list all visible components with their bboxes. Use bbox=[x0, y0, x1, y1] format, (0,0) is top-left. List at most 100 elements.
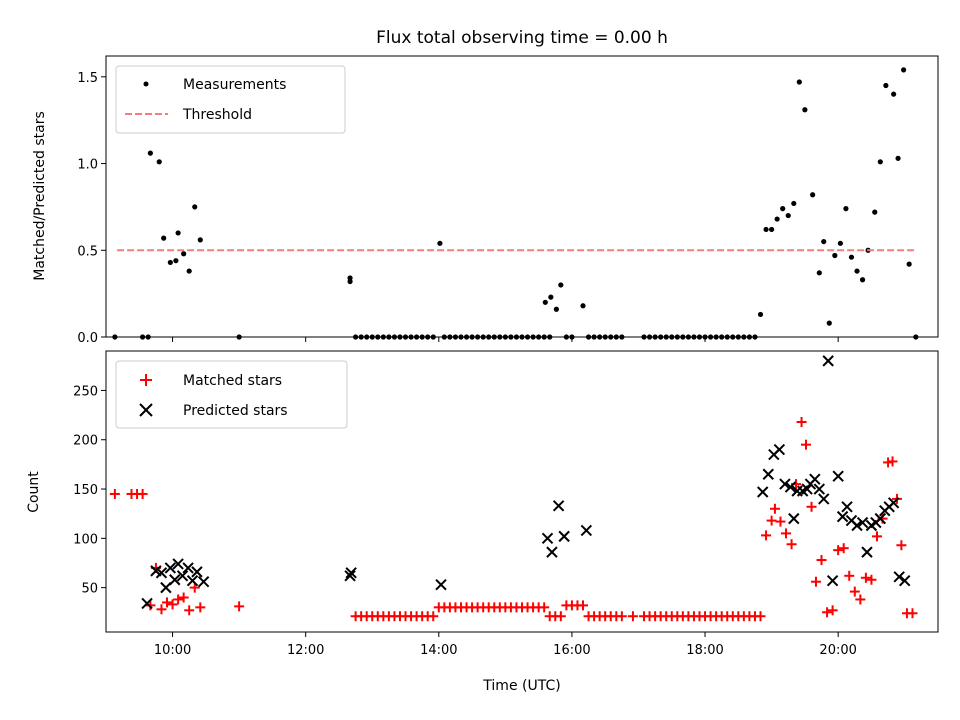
matched-stars-point bbox=[838, 543, 849, 554]
bottom-legend-box bbox=[115, 360, 348, 429]
top-y-ticks: 0.0 0.5 1.0 1.5 bbox=[77, 71, 106, 346]
measurement-point bbox=[156, 159, 162, 165]
measurement-point bbox=[769, 226, 775, 233]
measurement-point bbox=[906, 261, 912, 267]
top-legend-box bbox=[115, 65, 346, 134]
x-tick-label: 18:00 bbox=[686, 643, 723, 658]
x-tick-label: 12:00 bbox=[287, 643, 324, 658]
predicted-stars-point bbox=[757, 486, 769, 498]
predicted-stars-point bbox=[160, 581, 172, 594]
measurement-point bbox=[837, 240, 843, 246]
matched-stars-point bbox=[849, 586, 860, 597]
legend-matched-label: Matched stars bbox=[183, 373, 282, 389]
matched-stars-point bbox=[887, 456, 898, 467]
matched-stars-point bbox=[806, 501, 817, 512]
measurement-point bbox=[757, 311, 764, 318]
matched-stars-point bbox=[167, 599, 178, 610]
measurement-point bbox=[883, 82, 889, 89]
measurement-point bbox=[796, 79, 802, 85]
measurement-point bbox=[763, 226, 769, 233]
measurement-point bbox=[347, 275, 353, 281]
legend-predicted-marker bbox=[139, 403, 153, 417]
matched-stars-point bbox=[162, 597, 173, 608]
measurement-point bbox=[821, 238, 827, 245]
y-tick-label: 200 bbox=[73, 434, 98, 449]
matched-stars-point bbox=[234, 601, 245, 612]
matched-stars-point bbox=[539, 602, 550, 613]
predicted-stars-point bbox=[541, 532, 554, 545]
predicted-stars-point bbox=[832, 470, 844, 482]
legend-threshold-label: Threshold bbox=[182, 107, 252, 123]
matched-stars-point bbox=[855, 594, 866, 605]
measurement-point bbox=[774, 216, 780, 222]
measurement-point bbox=[780, 206, 786, 212]
top-x-ticks bbox=[172, 337, 839, 342]
matched-stars-point bbox=[800, 439, 811, 450]
bottom-axes-frame bbox=[105, 350, 939, 633]
bottom-panel: 50 100 150 200 250 10:00 12:00 14:00 16:00 18:00… bbox=[26, 350, 939, 694]
y-tick-label: 0.5 bbox=[77, 244, 98, 259]
matched-stars-point bbox=[786, 539, 797, 550]
predicted-stars-point bbox=[141, 597, 153, 610]
predicted-stars-point bbox=[169, 574, 181, 586]
bottom-marks bbox=[109, 355, 918, 622]
measurement-point bbox=[186, 268, 192, 274]
measurement-point bbox=[832, 252, 838, 259]
matched-stars-point bbox=[109, 488, 120, 499]
predicted-stars-point bbox=[197, 576, 210, 588]
x-tick-label: 14:00 bbox=[420, 643, 457, 658]
measurement-point bbox=[161, 235, 167, 241]
y-tick-label: 100 bbox=[73, 532, 98, 547]
measurement-point bbox=[826, 320, 832, 326]
predicted-stars-point bbox=[773, 443, 786, 456]
measurement-point bbox=[854, 268, 860, 274]
y-tick-label: 1.5 bbox=[77, 71, 98, 86]
matched-stars-point bbox=[156, 604, 167, 615]
legend-measurements-label: Measurements bbox=[183, 77, 286, 93]
bottom-x-axis-label: Time (UTC) bbox=[482, 678, 560, 694]
measurement-point bbox=[895, 155, 901, 161]
matched-stars-point bbox=[833, 545, 844, 556]
measurement-point bbox=[843, 206, 849, 212]
y-tick-label: 250 bbox=[73, 384, 98, 399]
predicted-stars-point bbox=[164, 562, 177, 574]
predicted-stars-point bbox=[813, 483, 826, 495]
measurement-point bbox=[891, 91, 897, 97]
predicted-stars-point bbox=[552, 500, 565, 512]
predicted-stars-point bbox=[809, 473, 821, 485]
predicted-stars-point bbox=[345, 567, 357, 579]
matched-stars-point bbox=[866, 574, 877, 585]
measurement-point bbox=[791, 200, 797, 207]
predicted-stars-point bbox=[762, 468, 774, 480]
predicted-stars-point bbox=[874, 512, 887, 525]
bottom-y-axis-label: Count bbox=[26, 471, 42, 513]
bottom-legend: Matched stars Predicted stars bbox=[115, 360, 348, 429]
predicted-stars-point bbox=[818, 493, 830, 505]
predicted-stars-point bbox=[836, 510, 849, 523]
predicted-stars-point bbox=[182, 562, 194, 574]
predicted-stars-point bbox=[801, 483, 813, 495]
measurement-point bbox=[167, 259, 173, 266]
x-tick-label: 16:00 bbox=[553, 643, 590, 658]
predicted-stars-point bbox=[172, 558, 184, 570]
predicted-stars-point bbox=[191, 566, 203, 578]
matched-stars-point bbox=[769, 503, 780, 514]
measurement-point bbox=[542, 299, 548, 305]
matched-stars-point bbox=[428, 611, 439, 622]
matched-stars-point bbox=[178, 592, 189, 603]
measurement-point bbox=[859, 277, 866, 283]
matched-stars-point bbox=[616, 611, 627, 622]
matched-stars-point bbox=[195, 602, 206, 613]
measurement-point bbox=[802, 107, 808, 113]
x-tick-label: 10:00 bbox=[154, 643, 191, 658]
measurement-point bbox=[548, 294, 554, 300]
predicted-stars-point bbox=[856, 516, 869, 529]
predicted-stars-point bbox=[435, 578, 447, 591]
matched-stars-point bbox=[555, 611, 566, 622]
predicted-stars-point bbox=[893, 571, 905, 583]
predicted-stars-point bbox=[899, 575, 911, 587]
y-tick-label: 150 bbox=[73, 483, 98, 498]
measurement-point bbox=[173, 258, 179, 264]
bottom-x-ticks: 10:00 12:00 14:00 16:00 18:00 20:00 bbox=[154, 632, 857, 658]
